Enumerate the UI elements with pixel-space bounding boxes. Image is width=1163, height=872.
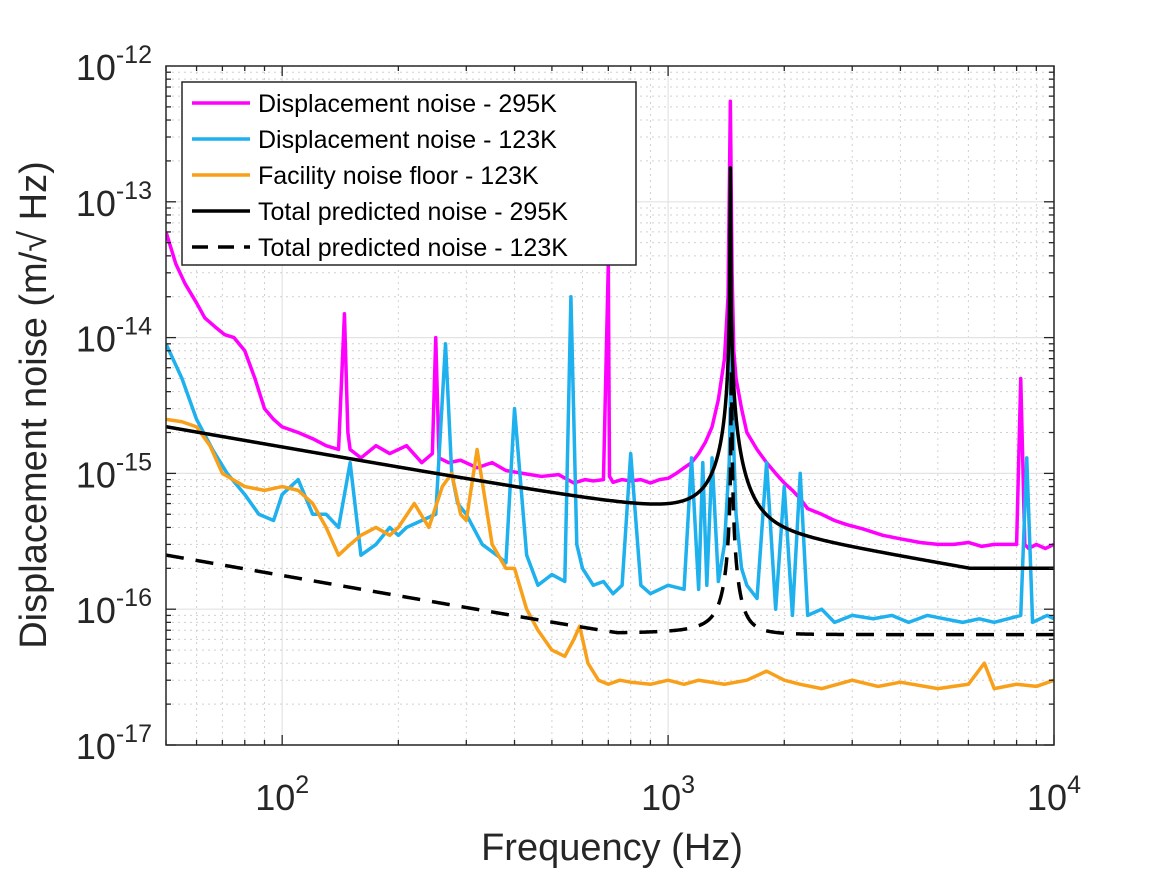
x-tick-label: 102 xyxy=(255,771,309,818)
x-axis-label: Frequency (Hz) xyxy=(481,827,743,869)
x-tick-label: 104 xyxy=(1027,771,1081,818)
legend-box xyxy=(181,81,637,266)
legend-label: Displacement noise - 295K xyxy=(258,90,557,118)
y-tick-label: 10-17 xyxy=(76,720,152,767)
series-line-3 xyxy=(166,417,1054,691)
x-tick-labels: 102 103 104 xyxy=(255,771,1081,818)
legend: Displacement noise - 295K Displacement no… xyxy=(181,81,637,266)
y-tick-label: 10-14 xyxy=(76,313,152,360)
legend-label: Displacement noise - 123K xyxy=(258,126,557,154)
y-tick-label: 10-16 xyxy=(76,584,152,631)
series-group xyxy=(166,99,1054,691)
series-line-1 xyxy=(166,99,1054,551)
legend-label: Total predicted noise - 123K xyxy=(258,234,568,262)
y-axis-label: Displacement noise (m/√ Hz) xyxy=(13,161,55,649)
plot-frame xyxy=(165,65,1055,746)
x-tick-label: 103 xyxy=(641,771,695,818)
series-line-4 xyxy=(166,166,1054,571)
y-tick-label: 10-15 xyxy=(76,448,152,495)
y-tick-label: 10-12 xyxy=(76,41,152,88)
legend-label: Facility noise floor - 123K xyxy=(258,162,539,190)
y-tick-label: 10-13 xyxy=(76,177,152,224)
y-tick-labels: 10-12 10-13 10-14 10-15 10-16 10-17 xyxy=(76,41,152,767)
series-line-2 xyxy=(166,294,1054,625)
legend-label: Total predicted noise - 295K xyxy=(258,198,568,226)
series-line-5 xyxy=(166,367,1054,637)
axis-ticks xyxy=(165,66,1055,746)
